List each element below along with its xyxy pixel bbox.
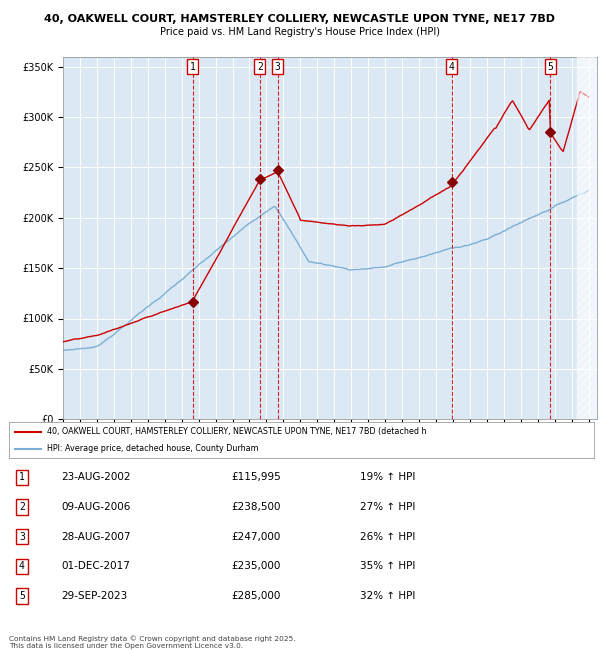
Text: 09-AUG-2006: 09-AUG-2006 [62,502,131,512]
Text: 40, OAKWELL COURT, HAMSTERLEY COLLIERY, NEWCASTLE UPON TYNE, NE17 7BD (detached : 40, OAKWELL COURT, HAMSTERLEY COLLIERY, … [47,427,427,436]
Text: £115,995: £115,995 [232,473,281,482]
Text: 27% ↑ HPI: 27% ↑ HPI [360,502,415,512]
Text: 4: 4 [449,62,454,72]
Text: 29-SEP-2023: 29-SEP-2023 [62,591,128,601]
Text: 1: 1 [190,62,196,72]
Point [273,165,283,176]
Text: 2: 2 [19,502,25,512]
Text: £235,000: £235,000 [232,561,281,571]
Text: 19% ↑ HPI: 19% ↑ HPI [360,473,415,482]
Text: 23-AUG-2002: 23-AUG-2002 [62,473,131,482]
Point [545,127,555,137]
Text: 32% ↑ HPI: 32% ↑ HPI [360,591,415,601]
Text: 5: 5 [547,62,553,72]
Text: 3: 3 [275,62,281,72]
Text: Contains HM Land Registry data © Crown copyright and database right 2025.
This d: Contains HM Land Registry data © Crown c… [9,635,296,649]
Text: 3: 3 [19,532,25,541]
Text: £247,000: £247,000 [232,532,281,541]
Text: 5: 5 [19,591,25,601]
Point [447,177,457,188]
Text: 1: 1 [19,473,25,482]
Text: 01-DEC-2017: 01-DEC-2017 [62,561,131,571]
Text: HPI: Average price, detached house, County Durham: HPI: Average price, detached house, Coun… [47,444,259,453]
Text: 4: 4 [19,561,25,571]
Point [188,297,197,307]
Text: £238,500: £238,500 [232,502,281,512]
Text: Price paid vs. HM Land Registry's House Price Index (HPI): Price paid vs. HM Land Registry's House … [160,27,440,37]
Text: 35% ↑ HPI: 35% ↑ HPI [360,561,415,571]
Bar [577,57,597,419]
Text: 2: 2 [257,62,263,72]
Point [255,174,265,184]
Text: 40, OAKWELL COURT, HAMSTERLEY COLLIERY, NEWCASTLE UPON TYNE, NE17 7BD: 40, OAKWELL COURT, HAMSTERLEY COLLIERY, … [44,14,556,24]
Text: 28-AUG-2007: 28-AUG-2007 [62,532,131,541]
Text: 26% ↑ HPI: 26% ↑ HPI [360,532,415,541]
Text: £285,000: £285,000 [232,591,281,601]
